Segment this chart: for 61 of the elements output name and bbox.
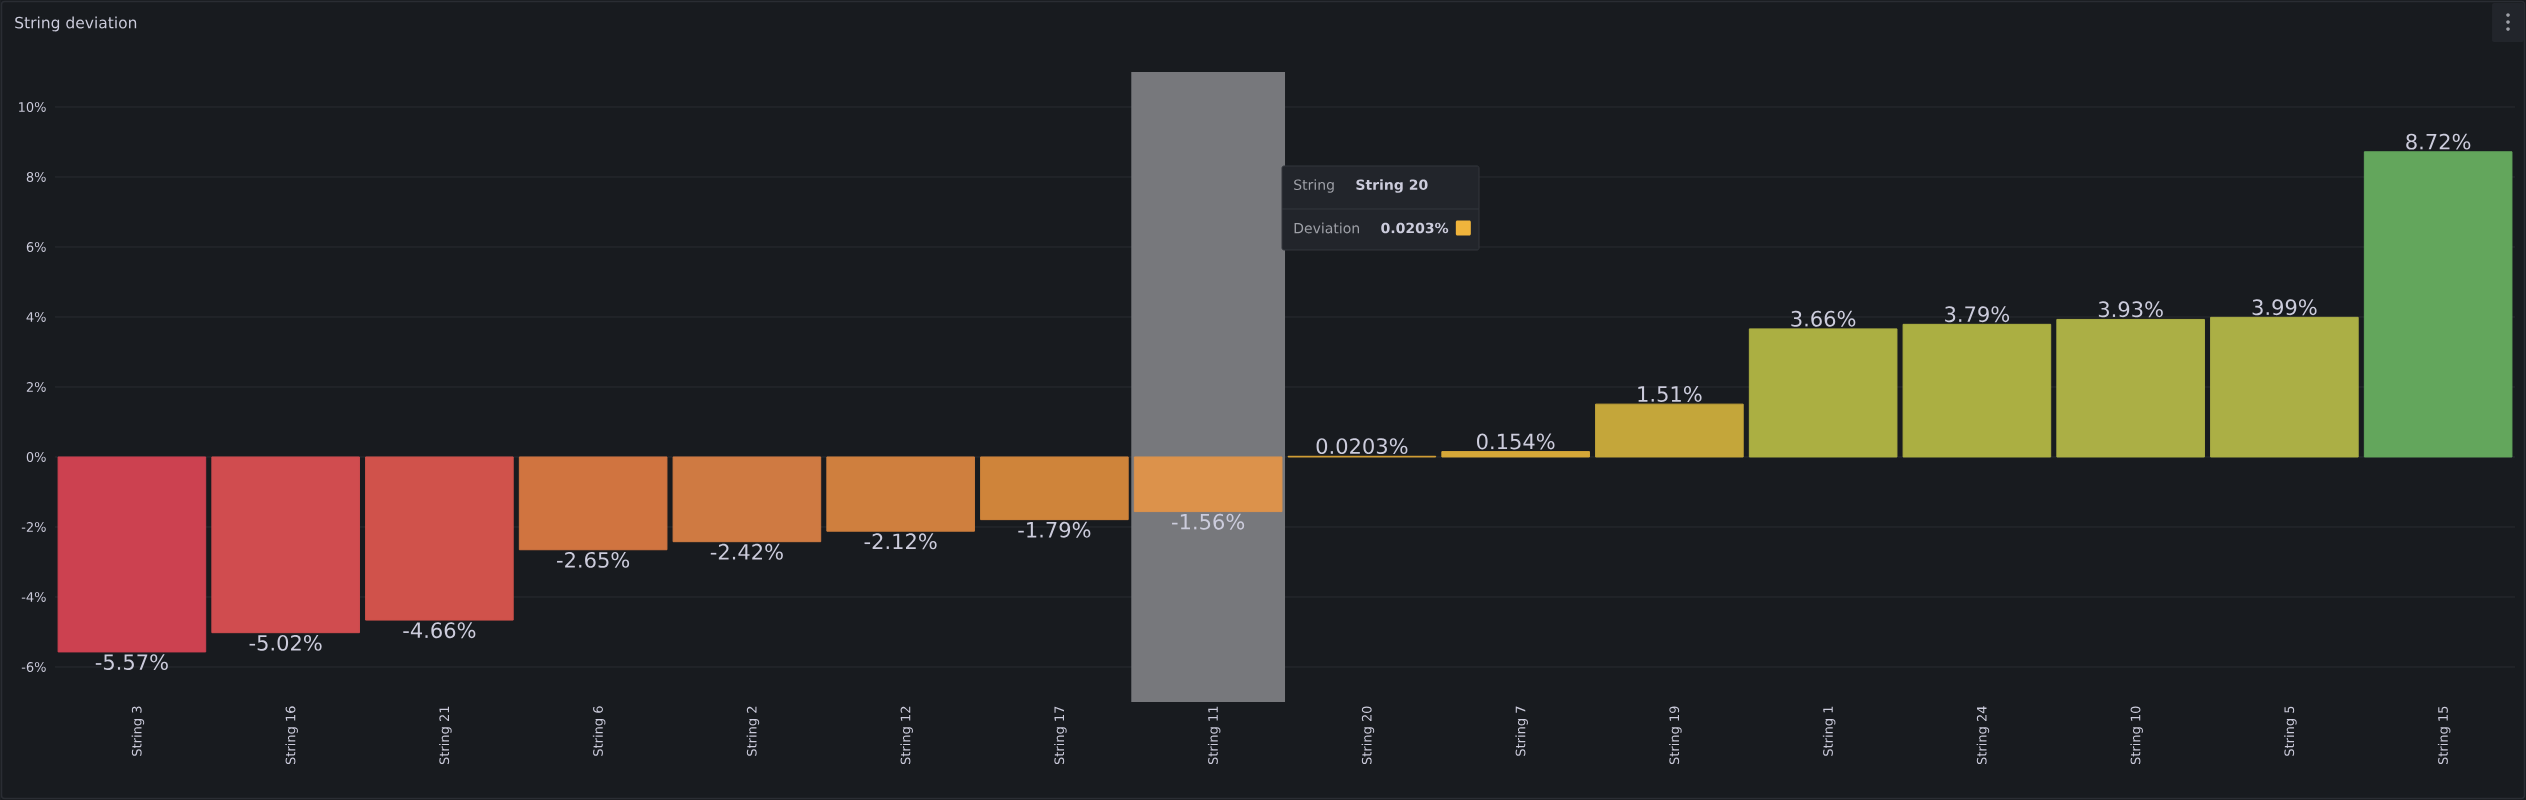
y-tick-label: 4% <box>26 312 46 322</box>
x-tick-label: String 24 <box>1976 706 1990 765</box>
x-tick-label: String 12 <box>900 706 913 765</box>
data-label: -2.42% <box>710 543 783 560</box>
data-label: 1.51% <box>1638 386 1702 402</box>
y-tick-label: 10% <box>19 102 46 112</box>
data-label: 3.93% <box>2098 301 2163 318</box>
bar <box>826 456 975 532</box>
bar <box>672 456 822 543</box>
bar <box>518 456 668 551</box>
bar <box>2210 316 2359 458</box>
data-label: -5.02% <box>249 634 322 651</box>
data-label: -1.56% <box>1172 513 1245 530</box>
x-tick-label: String 20 <box>1361 706 1375 765</box>
data-label: 0.154% <box>1477 433 1555 450</box>
data-label: -1.79% <box>1018 521 1091 538</box>
y-tick-label: -2% <box>21 522 46 532</box>
data-label: 3.99% <box>2252 299 2317 316</box>
data-label: -2.65% <box>557 551 630 568</box>
bar <box>57 456 207 653</box>
bar <box>2056 318 2205 458</box>
annotation: String <box>1294 179 1334 193</box>
data-label: 3.79% <box>1945 306 2010 323</box>
y-tick-label: 2% <box>26 382 46 392</box>
x-tick-label: String 21 <box>439 706 452 765</box>
x-tick-label: String 5 <box>2284 706 2297 756</box>
y-tick-label: 8% <box>26 172 46 182</box>
data-label: 0.0203% <box>1316 438 1408 455</box>
x-tick-label: String 7 <box>1515 706 1528 756</box>
x-tick-label: String 15 <box>2437 706 2451 765</box>
annotation: Deviation <box>1294 222 1359 234</box>
x-tick-label: String 1 <box>1822 706 1836 756</box>
bar <box>1133 456 1283 513</box>
bar <box>365 456 514 621</box>
y-tick-label: -4% <box>21 592 46 602</box>
bar <box>1595 403 1744 458</box>
annotation: 0.0203% <box>1381 222 1449 234</box>
x-tick-label: String 17 <box>1054 706 1067 765</box>
y-tick-label: -6% <box>21 662 46 672</box>
annotation: String 20 <box>1356 179 1428 193</box>
y-tick-label: 6% <box>26 242 46 252</box>
bar <box>1748 328 1898 458</box>
bar <box>2363 151 2513 458</box>
x-tick-label: String 2 <box>746 706 760 756</box>
data-label: -2.12% <box>864 533 937 550</box>
x-tick-label: String 16 <box>285 706 298 765</box>
data-label: 8.72% <box>2406 133 2471 150</box>
x-tick-label: String 6 <box>592 706 606 756</box>
bar <box>1902 323 2052 458</box>
x-tick-label: String 3 <box>131 706 145 756</box>
data-label: 3.66% <box>1791 310 1856 327</box>
data-label: -4.66% <box>403 622 476 639</box>
y-tick-label: 0% <box>26 452 46 462</box>
x-tick-label: String 11 <box>1207 706 1221 765</box>
data-label: -5.57% <box>95 654 168 671</box>
x-tick-label: String 10 <box>2130 706 2143 765</box>
bar <box>1441 451 1590 458</box>
chart-title: String deviation <box>15 16 137 32</box>
x-tick-label: String 19 <box>1669 706 1682 765</box>
bar <box>980 456 1129 521</box>
bar <box>211 456 360 634</box>
